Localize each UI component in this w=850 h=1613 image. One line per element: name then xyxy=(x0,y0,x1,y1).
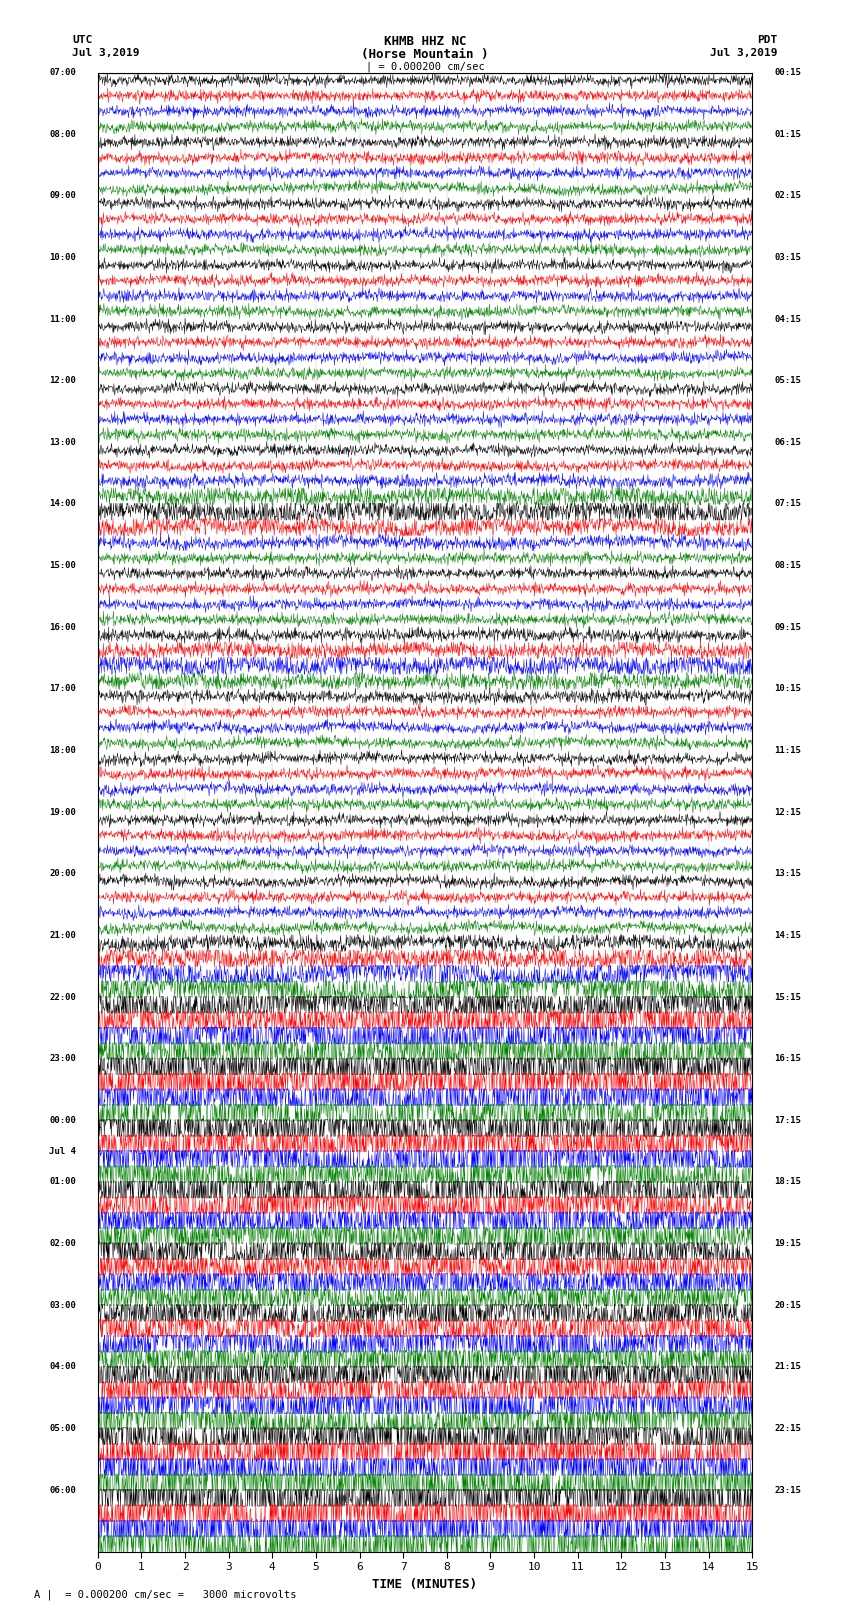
Text: 11:00: 11:00 xyxy=(49,315,76,324)
Text: | = 0.000200 cm/sec: | = 0.000200 cm/sec xyxy=(366,61,484,73)
Text: 08:00: 08:00 xyxy=(49,129,76,139)
Text: 01:00: 01:00 xyxy=(49,1177,76,1187)
Text: 19:00: 19:00 xyxy=(49,808,76,816)
Text: A |  = 0.000200 cm/sec =   3000 microvolts: A | = 0.000200 cm/sec = 3000 microvolts xyxy=(34,1589,297,1600)
Text: 09:15: 09:15 xyxy=(774,623,801,632)
Text: 21:15: 21:15 xyxy=(774,1363,801,1371)
Text: 07:00: 07:00 xyxy=(49,68,76,77)
Text: 05:15: 05:15 xyxy=(774,376,801,386)
Text: 23:15: 23:15 xyxy=(774,1486,801,1495)
Text: 06:15: 06:15 xyxy=(774,437,801,447)
Text: 02:00: 02:00 xyxy=(49,1239,76,1248)
Text: 20:00: 20:00 xyxy=(49,869,76,877)
Text: 08:15: 08:15 xyxy=(774,561,801,569)
Text: 04:15: 04:15 xyxy=(774,315,801,324)
Text: 00:15: 00:15 xyxy=(774,68,801,77)
Text: 15:00: 15:00 xyxy=(49,561,76,569)
Text: 17:00: 17:00 xyxy=(49,684,76,694)
Text: Jul 3,2019: Jul 3,2019 xyxy=(72,48,139,58)
Text: 22:00: 22:00 xyxy=(49,992,76,1002)
Text: 12:15: 12:15 xyxy=(774,808,801,816)
Text: 06:00: 06:00 xyxy=(49,1486,76,1495)
Text: 19:15: 19:15 xyxy=(774,1239,801,1248)
Text: 14:15: 14:15 xyxy=(774,931,801,940)
Text: 00:00: 00:00 xyxy=(49,1116,76,1124)
Text: 13:00: 13:00 xyxy=(49,437,76,447)
Text: 18:00: 18:00 xyxy=(49,747,76,755)
Text: 13:15: 13:15 xyxy=(774,869,801,877)
Text: 01:15: 01:15 xyxy=(774,129,801,139)
Text: 18:15: 18:15 xyxy=(774,1177,801,1187)
Text: KHMB HHZ NC: KHMB HHZ NC xyxy=(383,35,467,48)
Text: 16:00: 16:00 xyxy=(49,623,76,632)
Text: 14:00: 14:00 xyxy=(49,500,76,508)
Text: UTC: UTC xyxy=(72,35,93,45)
Text: 15:15: 15:15 xyxy=(774,992,801,1002)
Text: 07:15: 07:15 xyxy=(774,500,801,508)
Text: 02:15: 02:15 xyxy=(774,192,801,200)
Text: 22:15: 22:15 xyxy=(774,1424,801,1432)
Text: Jul 3,2019: Jul 3,2019 xyxy=(711,48,778,58)
Text: 09:00: 09:00 xyxy=(49,192,76,200)
Text: 23:00: 23:00 xyxy=(49,1055,76,1063)
Text: 16:15: 16:15 xyxy=(774,1055,801,1063)
Text: 20:15: 20:15 xyxy=(774,1300,801,1310)
Text: 05:00: 05:00 xyxy=(49,1424,76,1432)
Text: 11:15: 11:15 xyxy=(774,747,801,755)
Text: 10:15: 10:15 xyxy=(774,684,801,694)
Text: 12:00: 12:00 xyxy=(49,376,76,386)
Text: 04:00: 04:00 xyxy=(49,1363,76,1371)
Text: Jul 4: Jul 4 xyxy=(49,1147,76,1155)
Text: 03:15: 03:15 xyxy=(774,253,801,261)
Text: PDT: PDT xyxy=(757,35,778,45)
X-axis label: TIME (MINUTES): TIME (MINUTES) xyxy=(372,1578,478,1590)
Text: (Horse Mountain ): (Horse Mountain ) xyxy=(361,48,489,61)
Text: 21:00: 21:00 xyxy=(49,931,76,940)
Text: 03:00: 03:00 xyxy=(49,1300,76,1310)
Text: 17:15: 17:15 xyxy=(774,1116,801,1124)
Text: 10:00: 10:00 xyxy=(49,253,76,261)
